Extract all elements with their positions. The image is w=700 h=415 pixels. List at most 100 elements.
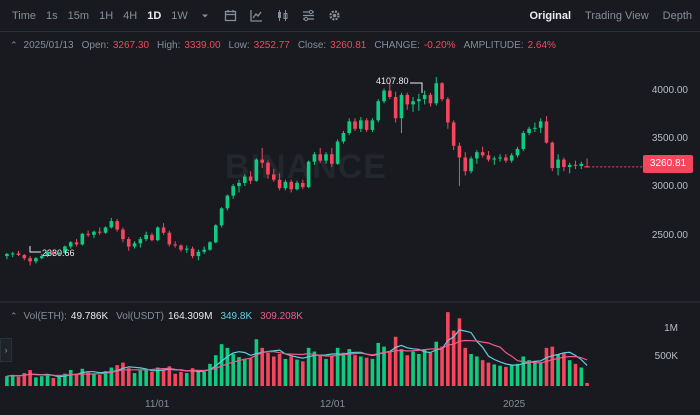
volume-bar xyxy=(86,372,90,386)
volume-bar xyxy=(97,374,102,386)
volume-bar xyxy=(63,373,67,386)
vol-eth-label: Vol(ETH): xyxy=(23,311,67,322)
volume-bar xyxy=(312,351,317,386)
volume-bar xyxy=(533,361,537,386)
volume-bar xyxy=(132,373,137,386)
price-tick: 4000.00 xyxy=(651,85,688,96)
candle-body xyxy=(579,163,584,166)
settings-list-icon[interactable] xyxy=(302,9,316,23)
candle-body xyxy=(225,195,230,209)
volume-bar xyxy=(515,363,520,386)
volume-bar xyxy=(248,358,253,386)
candle-body xyxy=(417,99,421,102)
close-value: 3260.81 xyxy=(330,40,367,51)
collapse-chevron-icon[interactable]: ⌃ xyxy=(10,40,18,50)
volume-ma-layer xyxy=(6,166,643,378)
vol-usdt-value: 164.309M xyxy=(167,311,213,322)
interval-1w[interactable]: 1W xyxy=(171,9,188,22)
chart-toolbar: Time 1s 15m 1H 4H 1D 1W Original Trading… xyxy=(0,0,700,32)
volume-bar xyxy=(567,360,572,386)
view-original[interactable]: Original xyxy=(529,10,572,22)
volume-bar xyxy=(324,358,328,386)
volume-bar xyxy=(57,376,61,386)
volume-bar xyxy=(446,312,450,386)
candle-body xyxy=(504,157,508,161)
volume-bar xyxy=(538,362,543,386)
candle-body xyxy=(446,99,450,123)
volume-bar xyxy=(509,365,514,386)
candle-body xyxy=(521,133,526,149)
candle-body xyxy=(434,83,439,104)
volume-bar xyxy=(440,346,444,386)
candle-body xyxy=(550,142,555,169)
volume-bar xyxy=(353,355,357,386)
interval-4h[interactable]: 4H xyxy=(123,9,138,22)
volume-bar xyxy=(92,373,96,386)
indicator-icon[interactable] xyxy=(250,9,264,23)
volume-bar xyxy=(254,339,259,386)
candle-body xyxy=(51,251,56,254)
candle-body xyxy=(370,120,375,130)
candle-body xyxy=(318,154,323,161)
x-tick: 11/01 xyxy=(145,399,170,410)
candle-body xyxy=(359,120,363,129)
candle-body xyxy=(202,249,206,252)
candle-body xyxy=(544,121,549,143)
candle-body xyxy=(121,229,125,240)
low-label: Low: xyxy=(228,40,250,51)
volume-layer xyxy=(5,312,589,386)
volume-bar xyxy=(579,367,584,386)
volume-bar xyxy=(213,355,218,386)
view-depth[interactable]: Depth xyxy=(662,10,692,22)
volume-bar xyxy=(202,371,206,386)
interval-1d[interactable]: 1D xyxy=(147,9,162,22)
interval-1h[interactable]: 1H xyxy=(99,9,114,22)
vol-eth-value: 49.786K xyxy=(70,311,109,322)
volume-bar xyxy=(335,347,340,386)
open-value: 3267.30 xyxy=(112,40,150,51)
interval-time[interactable]: Time xyxy=(12,9,37,22)
volume-bar xyxy=(289,356,293,386)
volume-bar xyxy=(150,371,154,386)
price-tick: 3500.00 xyxy=(651,133,688,144)
candle-body xyxy=(190,248,195,257)
candle-body xyxy=(283,181,288,189)
candle-body xyxy=(533,127,537,129)
candle-body xyxy=(364,120,369,130)
volume-bar xyxy=(190,368,195,386)
candle-body xyxy=(45,251,50,257)
gear-icon[interactable] xyxy=(328,9,342,23)
candle-body xyxy=(457,145,462,158)
candle-body xyxy=(295,182,299,190)
candle-body xyxy=(422,94,427,100)
candle-type-icon[interactable] xyxy=(276,9,290,23)
interval-15m[interactable]: 15m xyxy=(67,9,90,22)
volume-bar xyxy=(10,374,15,386)
candle-date: 2025/01/13 xyxy=(23,40,74,51)
candle-body xyxy=(347,121,352,134)
volume-bar xyxy=(68,370,73,386)
view-trading-view[interactable]: Trading View xyxy=(585,10,649,22)
volume-bar xyxy=(364,357,369,386)
expand-panel-button[interactable]: › xyxy=(0,338,12,362)
volume-collapse-chevron-icon[interactable]: ⌃ xyxy=(10,311,18,321)
volume-bar xyxy=(225,347,230,386)
current-price-badge: 3260.81 xyxy=(643,155,693,173)
chevron-down-icon[interactable] xyxy=(198,9,212,23)
volume-bar xyxy=(184,373,189,386)
candle-body xyxy=(428,94,433,104)
candle-body xyxy=(538,121,543,128)
price-tick: 2500.00 xyxy=(651,230,688,241)
amplitude-label: AMPLITUDE: xyxy=(463,40,524,51)
candle-body xyxy=(155,227,160,241)
change-value: -0.20% xyxy=(423,40,456,51)
low-marker-line xyxy=(29,246,41,253)
calendar-icon[interactable] xyxy=(224,9,238,23)
volume-info: ⌃ Vol(ETH): 49.786K Vol(USDT) 164.309M 3… xyxy=(10,311,311,322)
candle-body xyxy=(301,182,305,188)
volume-bar xyxy=(39,376,44,386)
volume-bar xyxy=(399,349,404,386)
candle-body xyxy=(237,182,241,187)
interval-1s[interactable]: 1s xyxy=(46,9,58,22)
